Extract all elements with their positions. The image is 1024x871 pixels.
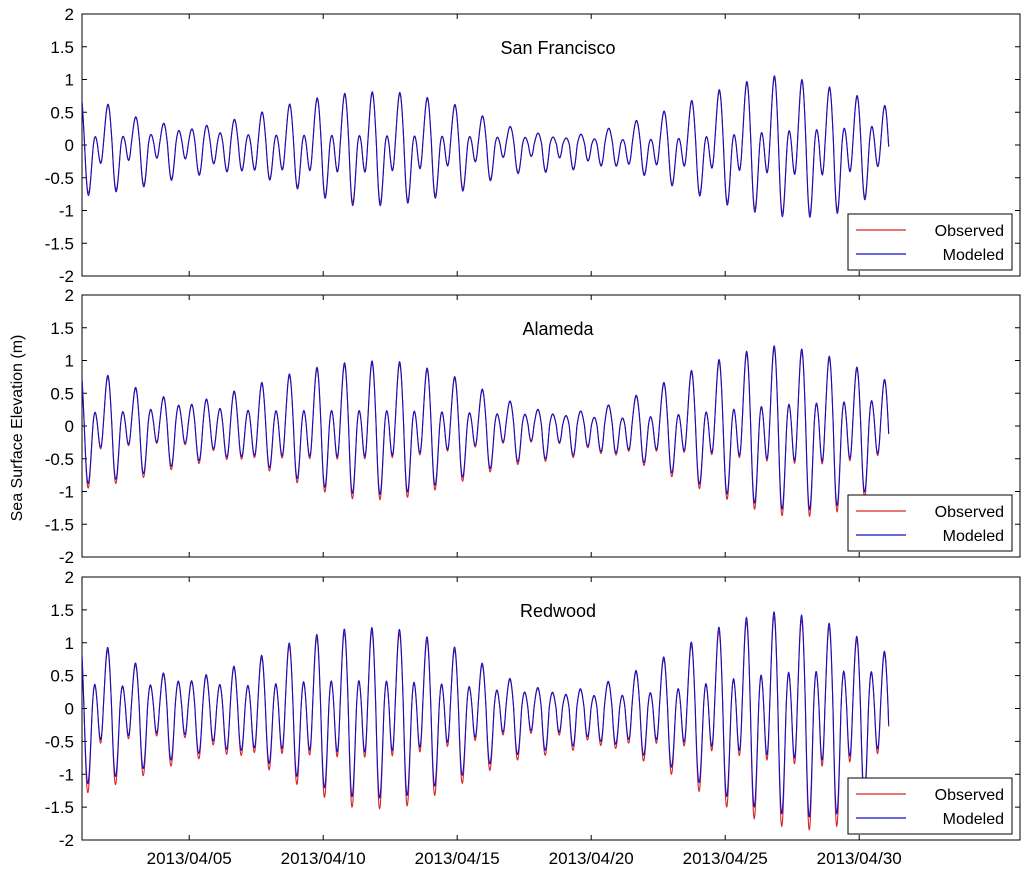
panel-title: Alameda [522, 319, 594, 339]
y-tick-label: -1 [59, 483, 74, 502]
y-tick-label: -1 [59, 765, 74, 784]
y-tick-label: 1.5 [50, 319, 74, 338]
x-tick-label: 2013/04/05 [147, 849, 232, 868]
legend-label-modeled: Modeled [943, 811, 1004, 828]
panel-title: Redwood [520, 601, 596, 621]
series-line-modeled [82, 345, 890, 511]
legend-label-modeled: Modeled [943, 528, 1004, 545]
traces [82, 611, 890, 831]
x-tick-label: 2013/04/25 [683, 849, 768, 868]
legend-label-observed: Observed [935, 504, 1004, 521]
legend: Observed Modeled [847, 213, 1013, 271]
series-line-modeled [82, 74, 890, 219]
y-tick-label: 1 [65, 634, 74, 653]
legend: Observed Modeled [847, 777, 1013, 835]
y-tick-label: 0 [65, 136, 74, 155]
y-tick-label: 2 [65, 568, 74, 587]
legend: Observed Modeled [847, 494, 1013, 552]
legend-box [847, 494, 1013, 552]
y-tick-label: 0.5 [50, 667, 74, 686]
x-tick-label: 2013/04/30 [817, 849, 902, 868]
y-tick-label: 0.5 [50, 103, 74, 122]
legend-box [847, 213, 1013, 271]
legend-box [847, 777, 1013, 835]
legend-label-observed: Observed [935, 787, 1004, 804]
y-tick-label: 0 [65, 417, 74, 436]
panel-title: San Francisco [500, 38, 615, 58]
y-tick-label: -0.5 [45, 169, 74, 188]
panel-3: -2 -1.5 -1 -0.5 0 0.5 1 1.5 2 2013/04/05 2013/04/1… [45, 568, 1021, 868]
y-axis-label: Sea Surface Elevation (m) [9, 335, 26, 522]
y-tick-label: 1.5 [50, 38, 74, 57]
x-tick-label: 2013/04/20 [549, 849, 634, 868]
y-tick-label: 1 [65, 352, 74, 371]
y-tick-label: 0.5 [50, 384, 74, 403]
panels: -2 -1.5 -1 -0.5 0 0.5 1 1.5 2 San Francisco Observ… [45, 5, 1021, 868]
legend-label-observed: Observed [935, 223, 1004, 240]
y-tick-label: 2 [65, 286, 74, 305]
y-tick-label: 1 [65, 71, 74, 90]
series-line-modeled [82, 611, 890, 818]
panel-1: -2 -1.5 -1 -0.5 0 0.5 1 1.5 2 San Francisco Observ… [45, 5, 1021, 286]
y-tick-label: 1.5 [50, 601, 74, 620]
y-tick-label: 2 [65, 5, 74, 24]
y-tick-label: -2 [59, 831, 74, 850]
traces [82, 74, 890, 219]
legend-label-modeled: Modeled [943, 247, 1004, 264]
panel-2: -2 -1.5 -1 -0.5 0 0.5 1 1.5 2 Alameda Observed Mode… [45, 286, 1021, 567]
traces [82, 345, 890, 518]
y-tick-label: -0.5 [45, 732, 74, 751]
y-tick-label: -1.5 [45, 234, 74, 253]
x-tick-label: 2013/04/10 [281, 849, 366, 868]
y-tick-label: -2 [59, 548, 74, 567]
y-tick-label: -2 [59, 267, 74, 286]
x-tick-label: 2013/04/15 [415, 849, 500, 868]
y-tick-label: -1 [59, 202, 74, 221]
y-tick-label: -1.5 [45, 798, 74, 817]
y-tick-label: -1.5 [45, 515, 74, 534]
y-tick-label: -0.5 [45, 450, 74, 469]
y-tick-label: 0 [65, 700, 74, 719]
